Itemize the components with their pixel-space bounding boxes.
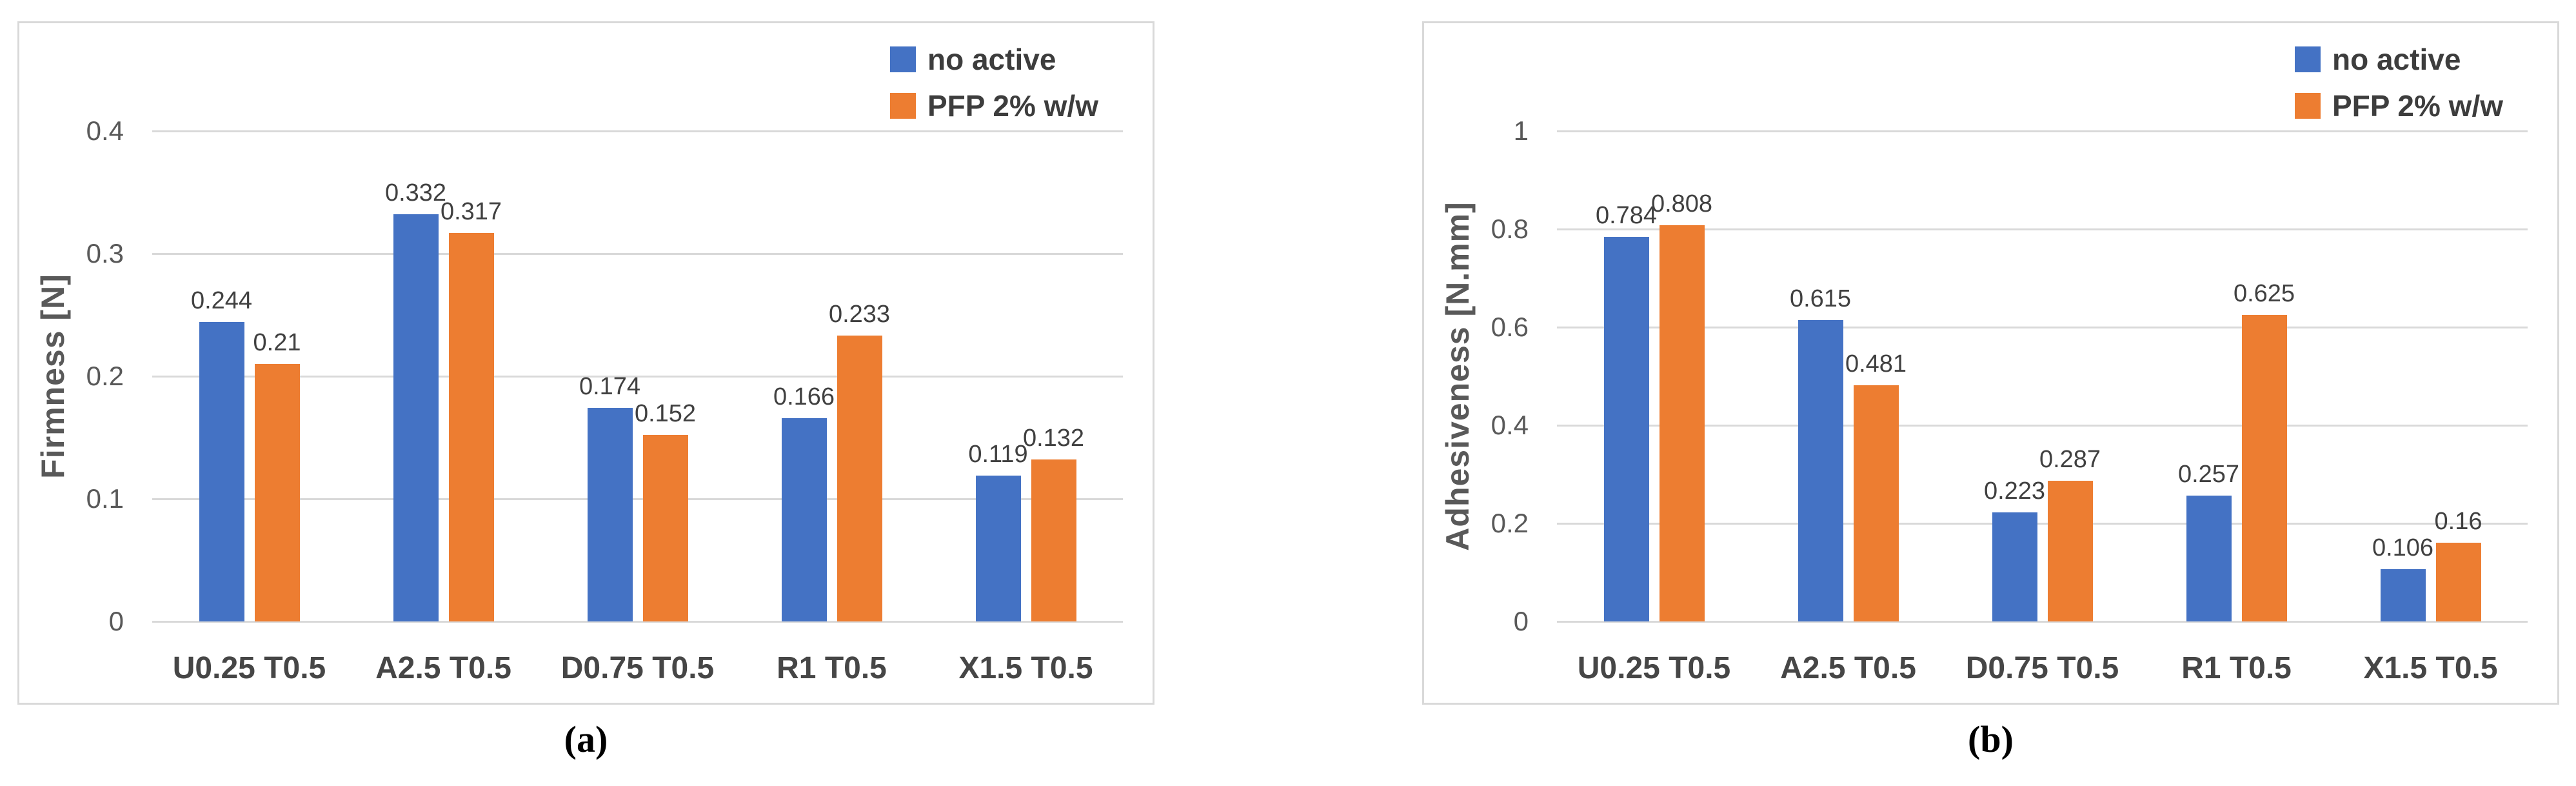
legend-label: no active bbox=[927, 43, 1056, 76]
bar-no-active-group3 bbox=[1992, 512, 2037, 621]
bar-no-active-group3 bbox=[587, 408, 633, 621]
legend-item: PFP 2% w/w bbox=[2295, 88, 2503, 124]
y-tick-label: 0.1 bbox=[86, 483, 124, 514]
x-category-label: R1 T0.5 bbox=[2181, 651, 2292, 685]
gridline-0.8 bbox=[1557, 228, 2528, 230]
legend-swatch-icon bbox=[2295, 46, 2321, 72]
gridline-0.4 bbox=[1557, 424, 2528, 427]
gridline-0.2 bbox=[1557, 522, 2528, 525]
y-tick-label: 0.4 bbox=[1491, 410, 1529, 440]
x-category-label: U0.25 T0.5 bbox=[1577, 651, 1731, 685]
legend-label: PFP 2% w/w bbox=[2332, 89, 2504, 123]
bar-no-active-group5 bbox=[2380, 569, 2426, 621]
gridline-0.6 bbox=[1557, 326, 2528, 328]
x-category-label: D0.75 T0.5 bbox=[1965, 651, 2119, 685]
gridline-0.2 bbox=[152, 375, 1123, 378]
bar-no-active-group2 bbox=[393, 214, 439, 621]
legend-swatch-icon bbox=[890, 93, 916, 119]
bar-no-active-group1 bbox=[199, 322, 244, 621]
bar-value-label: 0.152 bbox=[634, 400, 697, 428]
y-tick-label: 0.3 bbox=[86, 238, 124, 268]
gridline-0.4 bbox=[152, 130, 1123, 132]
legend-swatch-icon bbox=[890, 46, 916, 72]
bar-value-label: 0.317 bbox=[440, 197, 502, 225]
bar-value-label: 0.174 bbox=[579, 373, 641, 401]
y-tick-label: 0 bbox=[108, 606, 124, 636]
legend-label: no active bbox=[2332, 43, 2461, 76]
x-category-label: R1 T0.5 bbox=[777, 651, 887, 685]
bar-value-label: 0.257 bbox=[2177, 460, 2240, 488]
caption-a: (a) bbox=[564, 718, 608, 760]
bar-no-active-group2 bbox=[1798, 319, 1843, 621]
x-category-label: A2.5 T0.5 bbox=[375, 651, 511, 685]
bar-pfp-group5 bbox=[1031, 459, 1076, 621]
caption-b: (b) bbox=[1968, 718, 2014, 760]
gridline-0.3 bbox=[152, 252, 1123, 255]
x-category-label: U0.25 T0.5 bbox=[172, 651, 326, 685]
bar-pfp-group1 bbox=[254, 364, 300, 621]
bar-pfp-group2 bbox=[1853, 385, 1899, 621]
legend-swatch-icon bbox=[2295, 93, 2321, 119]
y-tick-label: 0 bbox=[1513, 606, 1529, 636]
bar-pfp-group4 bbox=[2241, 315, 2287, 621]
legend-item: no active bbox=[2295, 41, 2503, 77]
bar-no-active-group1 bbox=[1603, 237, 1649, 621]
bar-pfp-group3 bbox=[642, 435, 688, 621]
gridline-0.1 bbox=[152, 498, 1123, 500]
bar-value-label: 0.332 bbox=[384, 179, 447, 207]
bar-value-label: 0.784 bbox=[1595, 202, 1658, 230]
legend-label: PFP 2% w/w bbox=[927, 89, 1099, 123]
gridline-1 bbox=[1557, 130, 2528, 132]
bar-value-label: 0.119 bbox=[968, 440, 1028, 468]
y-tick-label: 0.2 bbox=[1491, 508, 1529, 538]
legend: no active PFP 2% w/w bbox=[890, 41, 1098, 134]
y-tick-label: 0.2 bbox=[86, 361, 124, 391]
bar-no-active-group4 bbox=[2186, 495, 2232, 621]
bar-value-label: 0.625 bbox=[2233, 280, 2295, 307]
legend-item: no active bbox=[890, 41, 1098, 77]
bar-pfp-group3 bbox=[2047, 480, 2093, 621]
bar-value-label: 0.21 bbox=[253, 329, 301, 356]
bar-value-label: 0.106 bbox=[2372, 534, 2434, 562]
bar-value-label: 0.808 bbox=[1650, 190, 1713, 217]
x-category-label: A2.5 T0.5 bbox=[1780, 651, 1916, 685]
y-tick-label: 0.8 bbox=[1491, 214, 1529, 244]
bar-value-label: 0.223 bbox=[1983, 477, 2046, 505]
bar-value-label: 0.287 bbox=[2039, 445, 2101, 473]
y-tick-label: 0.6 bbox=[1491, 312, 1529, 342]
bar-pfp-group1 bbox=[1659, 225, 1705, 621]
y-axis-title: Adhesiveness [N.mm] bbox=[1440, 201, 1476, 551]
bar-pfp-group4 bbox=[837, 336, 882, 621]
x-category-label: D0.75 T0.5 bbox=[560, 651, 715, 685]
bar-value-label: 0.16 bbox=[2434, 508, 2482, 536]
bar-value-label: 0.244 bbox=[190, 287, 253, 315]
bar-value-label: 0.481 bbox=[1845, 350, 1907, 378]
legend: no active PFP 2% w/w bbox=[2295, 41, 2503, 134]
gridline-0 bbox=[152, 620, 1123, 623]
chart-panel-b: Adhesiveness [N.mm] 0 0.2 0.4 0.6 0.8 1 0.784… bbox=[1422, 21, 2559, 705]
legend-item: PFP 2% w/w bbox=[890, 88, 1098, 124]
bar-pfp-group5 bbox=[2435, 543, 2481, 621]
gridline-0 bbox=[1557, 620, 2528, 623]
y-tick-label: 1 bbox=[1513, 116, 1529, 146]
bar-pfp-group2 bbox=[448, 232, 494, 621]
x-category-label: X1.5 T0.5 bbox=[958, 651, 1093, 685]
bar-value-label: 0.166 bbox=[773, 383, 835, 410]
x-category-label: X1.5 T0.5 bbox=[2363, 651, 2498, 685]
bar-no-active-group4 bbox=[781, 418, 827, 621]
bar-value-label: 0.615 bbox=[1789, 285, 1852, 312]
y-tick-label: 0.4 bbox=[86, 116, 124, 146]
bar-value-label: 0.233 bbox=[828, 301, 891, 328]
bar-no-active-group5 bbox=[975, 475, 1021, 621]
chart-panel-a: Firmness [N] 0 0.1 0.2 0.3 0.4 0.244 0.21 0.33… bbox=[17, 21, 1154, 705]
bar-value-label: 0.132 bbox=[1022, 425, 1085, 452]
